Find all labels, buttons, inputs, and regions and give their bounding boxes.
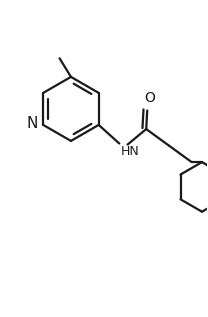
- Text: HN: HN: [120, 145, 139, 158]
- Text: O: O: [144, 91, 155, 105]
- Text: N: N: [27, 116, 38, 131]
